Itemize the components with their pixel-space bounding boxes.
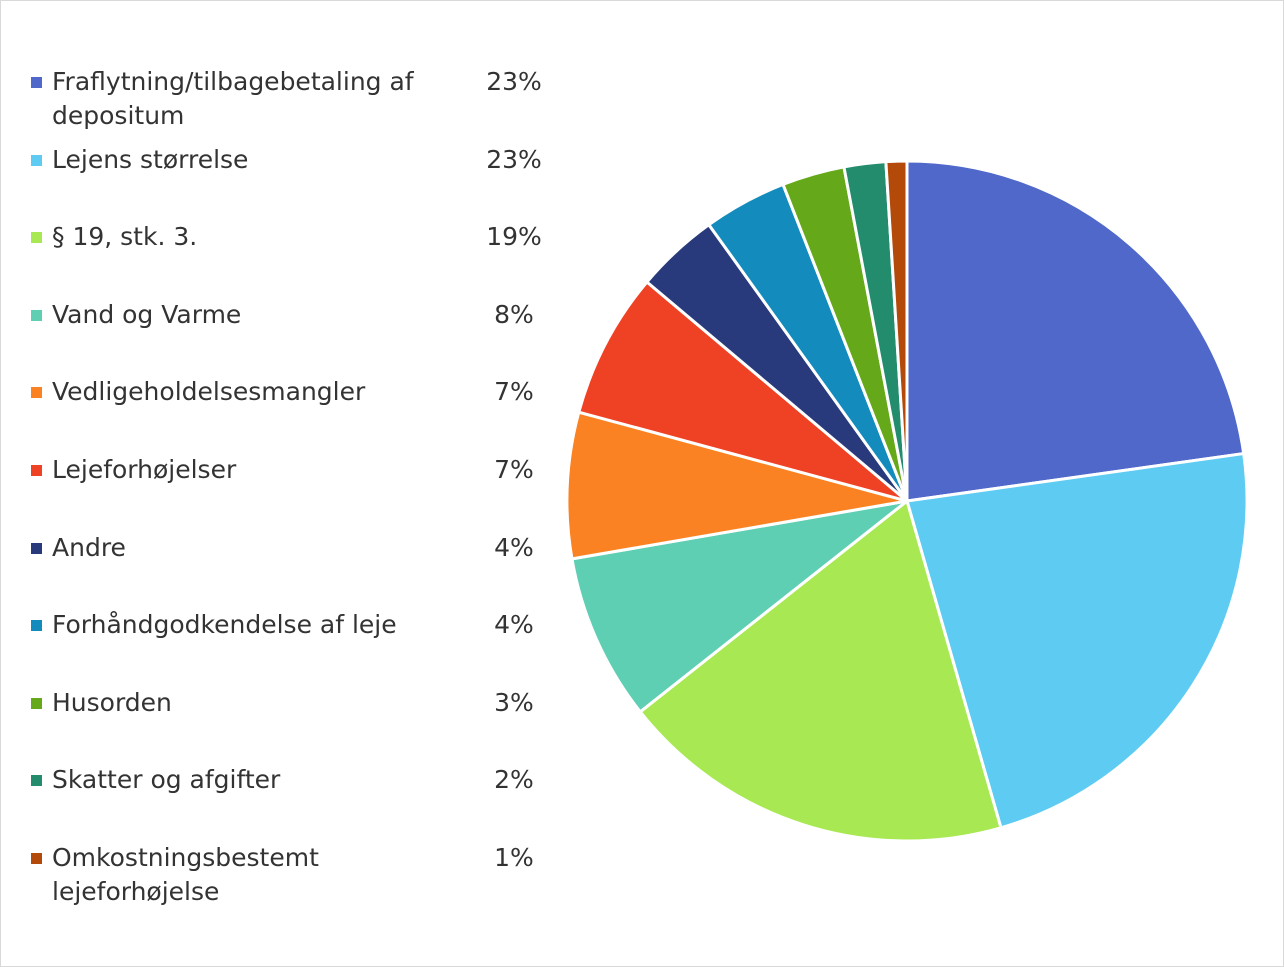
value-label: 1% (494, 843, 534, 872)
legend-label: Lejeforhøjelser (52, 455, 237, 484)
legend-item: Omkostningsbestemt lejeforhøjelse (31, 841, 471, 909)
legend-label: § 19, stk. 3. (52, 222, 198, 252)
value-label: 4% (494, 532, 534, 562)
legend-swatch (31, 620, 42, 632)
legend-item: Husorden (31, 686, 471, 720)
legend-swatch (31, 232, 42, 244)
legend-label: Vand og Varme (52, 299, 242, 329)
legend-item: Lejeforhøjelser (31, 453, 471, 487)
legend-item: Andre (31, 531, 471, 565)
legend-item: § 19, stk. 3. (31, 220, 471, 254)
value-label: 4% (494, 610, 534, 640)
legend-swatch (31, 77, 42, 88)
legend-swatch (31, 775, 42, 787)
value-label: 7% (494, 377, 534, 407)
legend-label: Husorden (52, 687, 172, 717)
legend-swatch (31, 387, 42, 399)
value-label: 19% (486, 222, 542, 252)
legend-swatch (31, 853, 42, 864)
legend-item: Lejens størrelse (31, 143, 471, 177)
legend-label: Fraflytning/tilbagebetaling af depositum (52, 67, 414, 130)
pie-slice (905, 159, 1246, 503)
legend-item: Forhåndgodkendelse af leje (31, 608, 471, 642)
legend-item: Skatter og afgifter (31, 763, 471, 797)
legend-label: Andre (52, 532, 126, 562)
value-label: 23% (486, 67, 542, 96)
value-label: 7% (494, 455, 534, 484)
pie-slice (905, 452, 1249, 830)
pie-slice (565, 410, 909, 561)
legend-label: Lejens størrelse (52, 144, 249, 174)
legend-item: Fraflytning/tilbagebetaling af depositum (31, 65, 471, 133)
legend-swatch (31, 542, 42, 554)
value-label: 3% (494, 687, 534, 717)
value-label: 23% (486, 144, 542, 174)
legend-label: Skatter og afgifter (52, 765, 281, 795)
legend-item: Vand og Varme (31, 298, 471, 332)
value-label: 8% (494, 299, 534, 329)
pie-slice (577, 280, 909, 503)
legend-swatch (31, 697, 42, 709)
pie-slice (638, 499, 1003, 843)
legend-swatch (31, 309, 42, 321)
value-label: 2% (494, 765, 534, 795)
legend-item: Vedligeholdelsesmangler (31, 375, 471, 409)
legend-label: Vedligeholdelsesmangler (52, 377, 366, 407)
legend-swatch (31, 154, 42, 166)
pie-slice (570, 499, 909, 714)
pie-slice (884, 159, 909, 503)
legend-label: Forhåndgodkendelse af leje (52, 610, 397, 640)
legend-swatch (31, 465, 42, 476)
legend-label: Omkostningsbestemt lejeforhøjelse (52, 843, 319, 906)
